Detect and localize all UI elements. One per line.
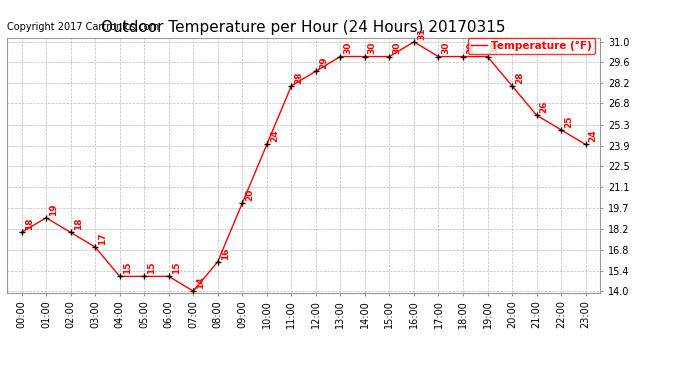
- Text: 28: 28: [515, 71, 524, 84]
- Text: 18: 18: [25, 218, 34, 230]
- Legend: Temperature (°F): Temperature (°F): [469, 38, 595, 54]
- Text: 18: 18: [74, 218, 83, 230]
- Text: 20: 20: [245, 189, 254, 201]
- Text: 30: 30: [466, 42, 475, 54]
- Text: 16: 16: [221, 247, 230, 259]
- Text: 17: 17: [98, 232, 107, 245]
- Text: 30: 30: [393, 42, 402, 54]
- Text: 30: 30: [368, 42, 377, 54]
- Text: 15: 15: [147, 262, 156, 274]
- Text: 31: 31: [417, 27, 426, 40]
- Text: 29: 29: [319, 56, 328, 69]
- Text: 28: 28: [294, 71, 304, 84]
- Text: 15: 15: [123, 262, 132, 274]
- Text: 30: 30: [344, 42, 353, 54]
- Text: Copyright 2017 Cartronics.com: Copyright 2017 Cartronics.com: [7, 22, 159, 32]
- Text: 24: 24: [270, 130, 279, 142]
- Text: 30: 30: [442, 42, 451, 54]
- Text: 24: 24: [589, 130, 598, 142]
- Text: 30: 30: [491, 42, 500, 54]
- Title: Outdoor Temperature per Hour (24 Hours) 20170315: Outdoor Temperature per Hour (24 Hours) …: [101, 20, 506, 35]
- Text: 25: 25: [564, 115, 573, 128]
- Text: 19: 19: [49, 203, 58, 216]
- Text: 15: 15: [172, 262, 181, 274]
- Text: 26: 26: [540, 100, 549, 113]
- Text: 14: 14: [196, 276, 205, 289]
